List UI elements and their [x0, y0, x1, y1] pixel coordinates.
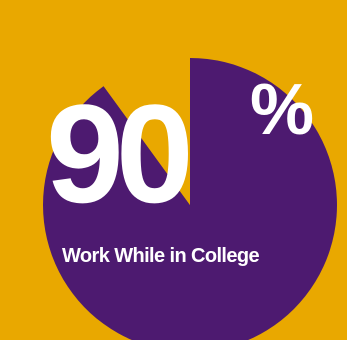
percentage-value: 90: [46, 75, 194, 232]
pie-slice-work: [43, 58, 337, 340]
pie-slice-other: [103, 58, 190, 205]
pie-slices: [43, 58, 337, 340]
percent-sign: %: [250, 70, 315, 150]
chart-caption: Work While in College: [62, 245, 260, 267]
